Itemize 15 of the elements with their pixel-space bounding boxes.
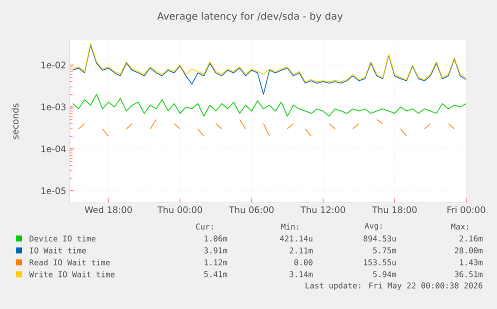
y-tick-label: 1e-04 [42, 145, 66, 152]
x-tick-label: Thu 06:00 [228, 206, 274, 214]
line-series [72, 42, 466, 82]
x-tick-label: Thu 00:00 [157, 206, 202, 214]
line-series [72, 94, 466, 117]
x-tick-label: Fri 00:00 [448, 206, 486, 214]
chart-title: Average latency for /dev/sda - by day [157, 12, 343, 22]
x-tick-label: Thu 12:00 [300, 206, 346, 214]
y-tick-label: 1e-03 [42, 104, 66, 110]
y-axis-title: seconds [12, 103, 19, 139]
y-tick-label: 1e-05 [42, 187, 66, 194]
x-tick-label: Wed 18:00 [84, 206, 132, 214]
x-tick-label: Thu 18:00 [372, 206, 417, 214]
y-tick-label: 1e-02 [42, 62, 66, 68]
line-series [72, 44, 466, 95]
